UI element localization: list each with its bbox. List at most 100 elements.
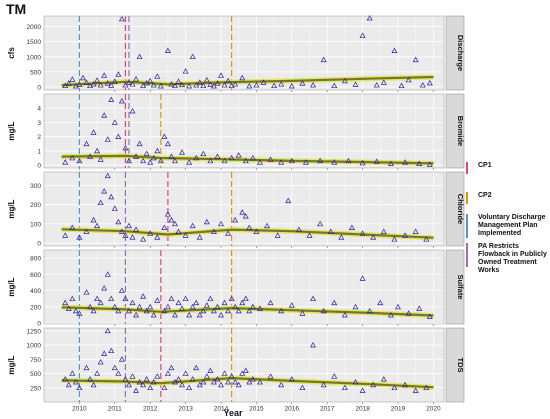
data-point — [278, 81, 285, 87]
data-point — [171, 220, 178, 227]
data-point — [373, 158, 380, 164]
data-point — [331, 299, 338, 306]
data-point — [373, 82, 380, 88]
facet-strip — [445, 15, 465, 91]
data-point — [76, 157, 83, 164]
data-point — [104, 271, 111, 277]
data-point — [207, 81, 214, 87]
faceted-chart: TM Year 0500100015002000Dischargecfs2010… — [6, 1, 465, 418]
data-point — [246, 378, 253, 385]
x-tick-label: 2020 — [426, 406, 441, 413]
data-point — [97, 359, 104, 365]
data-point — [76, 310, 83, 316]
data-point — [207, 295, 214, 302]
data-point — [210, 228, 217, 234]
data-point — [140, 82, 147, 89]
data-point — [359, 387, 366, 393]
data-point — [154, 73, 161, 79]
data-point — [101, 285, 108, 291]
data-point — [327, 228, 334, 234]
data-point — [228, 154, 235, 161]
data-point — [256, 378, 263, 385]
facet-strip — [445, 171, 465, 247]
data-point — [115, 133, 122, 139]
data-point — [122, 232, 129, 238]
data-point — [115, 307, 122, 314]
data-point — [87, 303, 94, 310]
data-point — [221, 370, 228, 376]
data-point — [62, 299, 69, 306]
data-point — [200, 307, 207, 314]
y-tick-label: 500 — [30, 371, 41, 378]
y-axis-label: mg/L — [7, 277, 16, 296]
data-point — [341, 384, 348, 391]
data-point — [242, 157, 249, 164]
panel-sulfate: 0200400600800Sulfatemg/L2010201120122013… — [7, 249, 465, 335]
data-point — [253, 82, 260, 88]
data-point — [150, 311, 157, 318]
data-point — [352, 81, 359, 87]
data-point — [129, 107, 136, 114]
y-tick-label: 2 — [37, 134, 41, 141]
data-point — [76, 234, 83, 240]
data-point — [90, 129, 97, 135]
trend-line-red — [61, 76, 434, 86]
data-point — [101, 188, 108, 194]
data-point — [161, 307, 168, 314]
data-point — [111, 205, 118, 211]
y-tick-label: 1000 — [27, 343, 42, 350]
y-tick-label: 200 — [30, 202, 41, 209]
data-point — [391, 236, 398, 242]
panel-border — [43, 249, 445, 325]
data-point — [136, 303, 143, 310]
data-point — [274, 232, 281, 238]
data-point — [171, 82, 178, 89]
data-point — [380, 376, 387, 382]
data-point — [118, 356, 125, 362]
x-tick-label: 2018 — [355, 406, 370, 413]
data-point — [179, 305, 186, 311]
data-point — [196, 311, 203, 318]
facet-strip-label: Bromide — [456, 116, 465, 146]
data-point — [154, 297, 161, 303]
data-point — [232, 378, 239, 385]
data-point — [83, 289, 90, 295]
data-point — [210, 307, 217, 314]
data-point — [249, 303, 256, 310]
data-point — [94, 222, 101, 229]
data-point — [125, 222, 132, 229]
data-point — [90, 307, 97, 314]
data-point — [246, 82, 253, 89]
data-point — [125, 79, 132, 85]
facet-strip-label: TDS — [456, 358, 465, 373]
data-point — [133, 226, 140, 232]
y-tick-label: 100 — [30, 221, 41, 228]
data-point — [175, 228, 182, 234]
y-axis-label: mg/L — [7, 355, 16, 374]
data-point — [370, 381, 377, 388]
data-point — [62, 232, 69, 238]
data-point — [76, 81, 83, 87]
data-point — [147, 159, 154, 165]
data-point — [331, 82, 338, 89]
data-point — [108, 347, 115, 354]
data-point — [320, 307, 327, 314]
data-point — [118, 228, 125, 234]
data-point — [83, 79, 90, 85]
data-point — [161, 133, 168, 139]
data-point — [366, 307, 373, 314]
data-point — [299, 80, 306, 86]
legend-label-cp2: CP2 — [478, 192, 492, 199]
y-tick-label: 2000 — [27, 24, 42, 31]
data-point — [203, 218, 210, 225]
data-point — [182, 295, 189, 302]
x-tick-label: 2011 — [108, 406, 122, 413]
data-point — [391, 47, 398, 54]
data-point — [143, 376, 150, 382]
data-point — [171, 157, 178, 164]
data-point — [402, 232, 409, 238]
data-point — [69, 154, 76, 161]
data-point — [217, 311, 224, 318]
data-point — [214, 303, 221, 310]
data-point — [125, 381, 132, 388]
